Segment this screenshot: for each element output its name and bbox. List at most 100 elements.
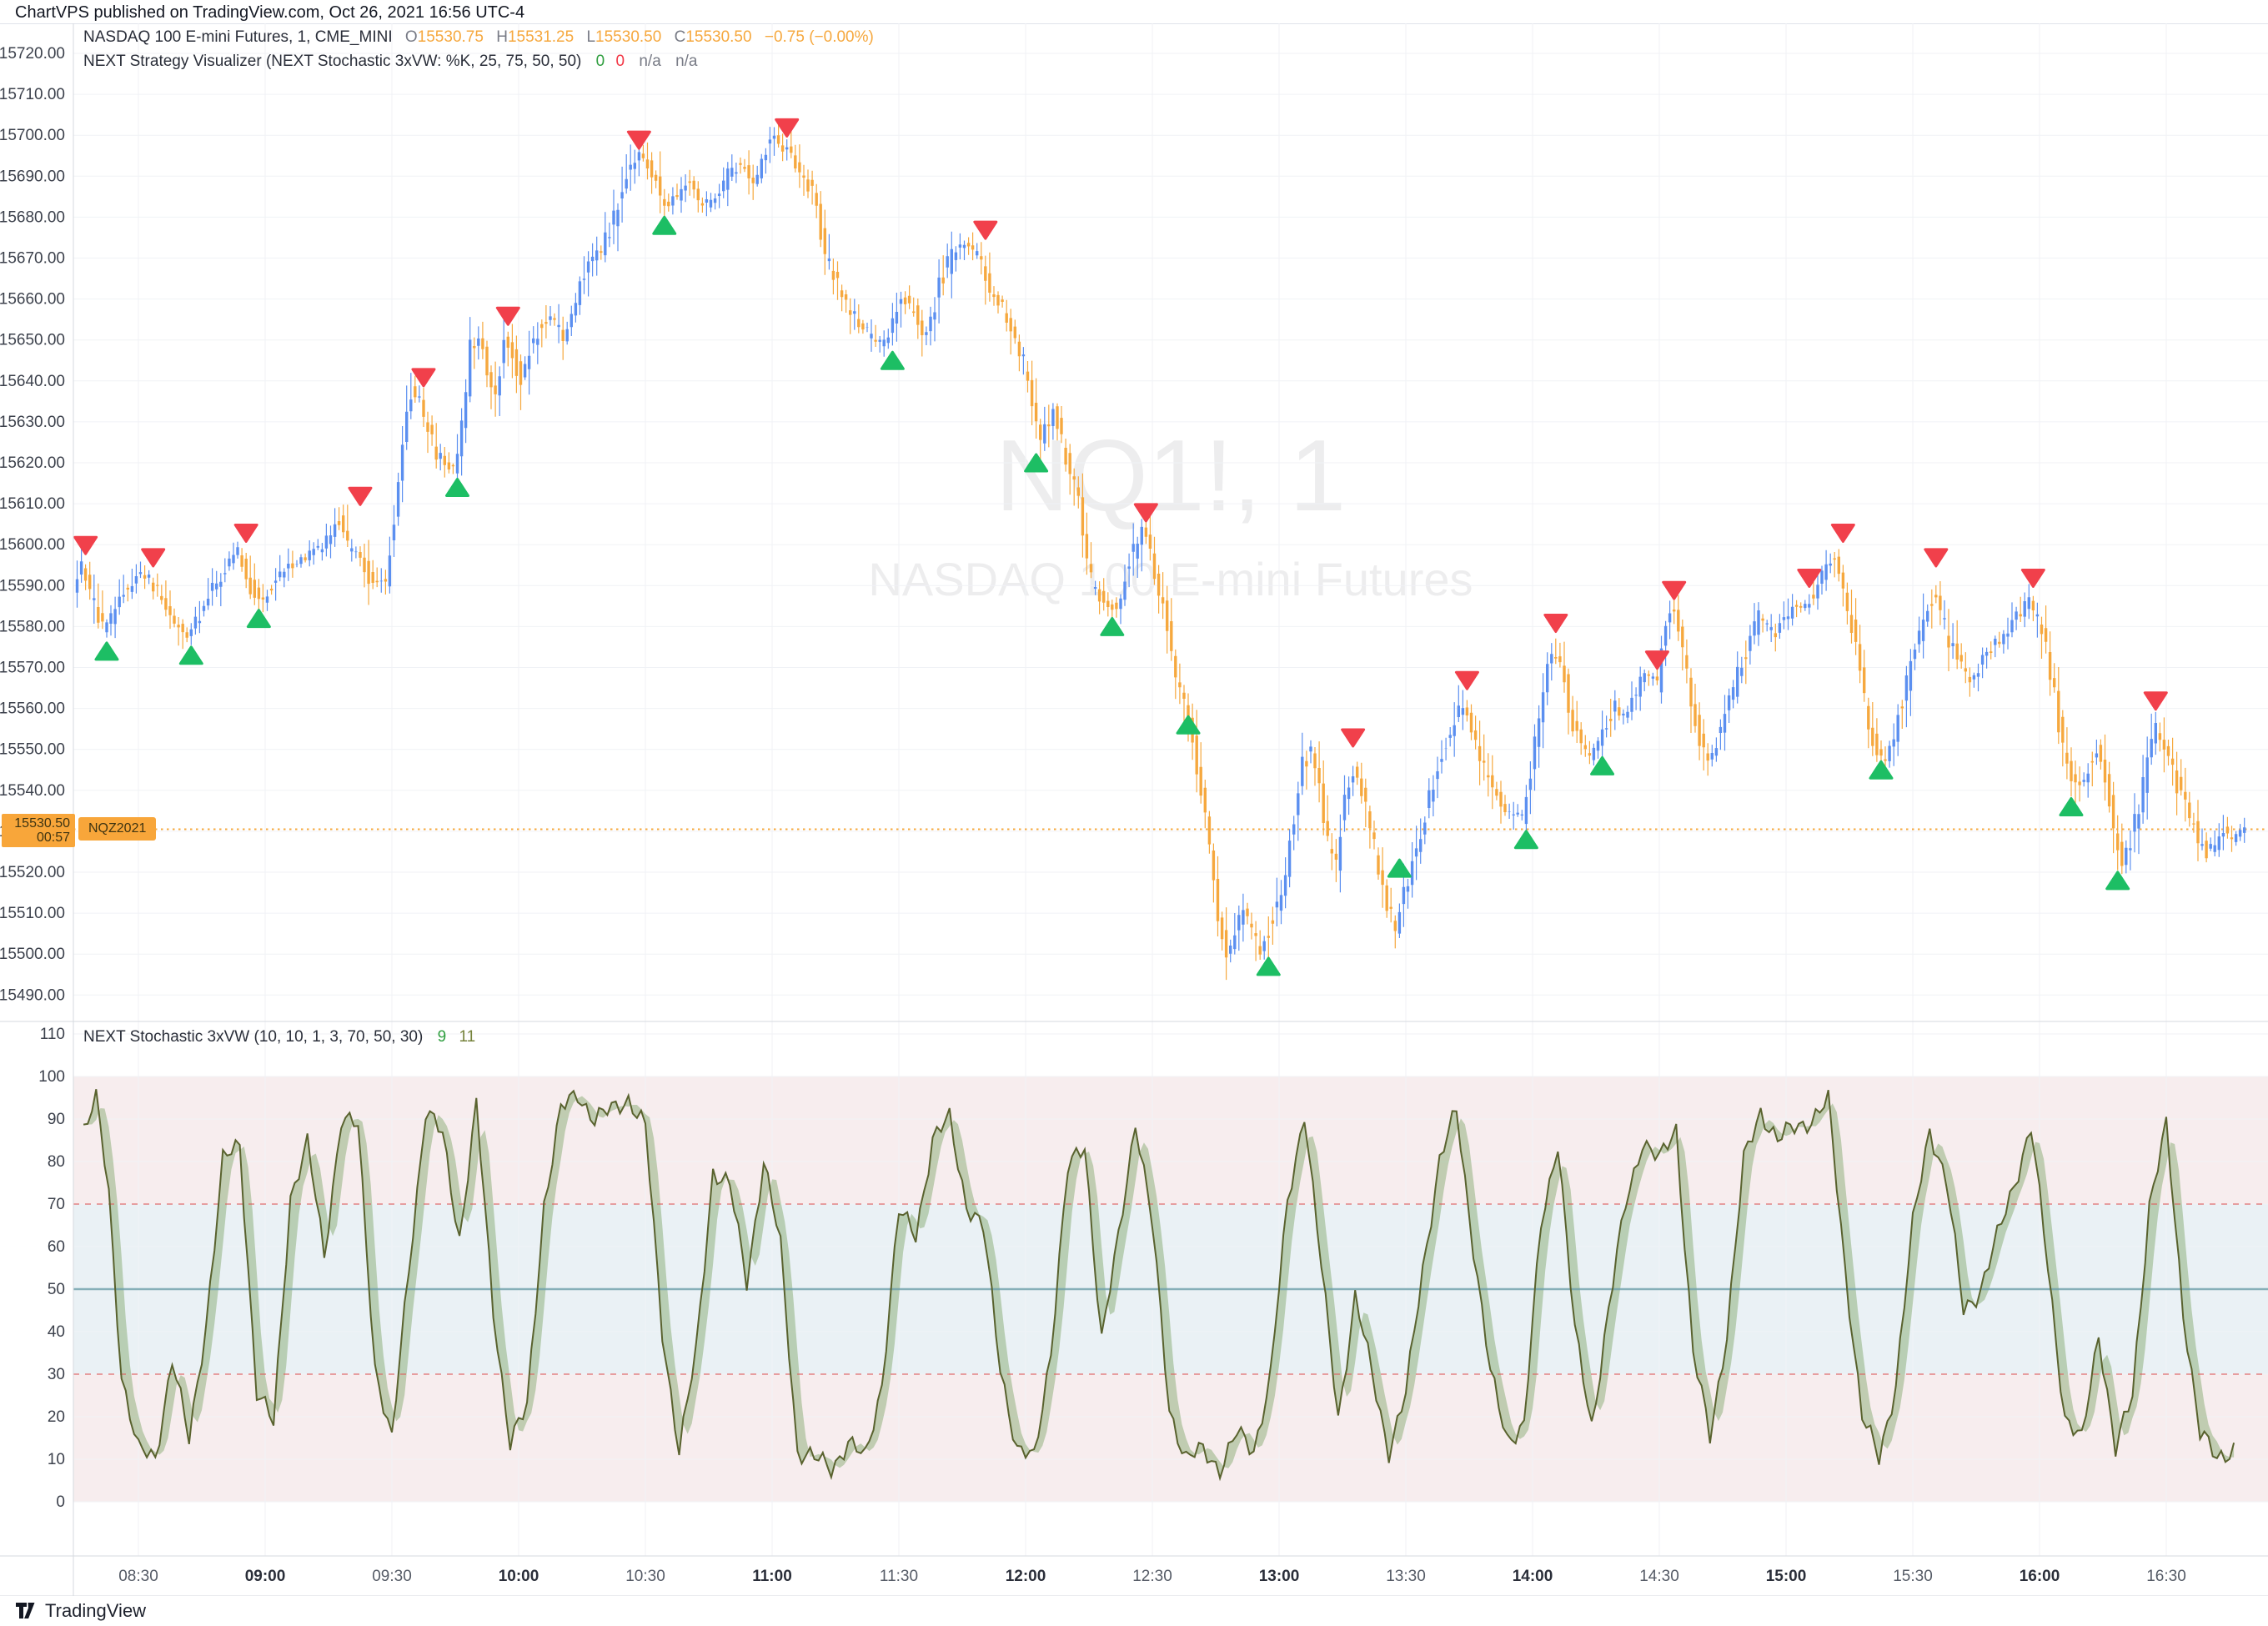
buy-signal-icon [94, 641, 119, 661]
price-tick-label: 15660.00 [0, 291, 65, 309]
last-price-value: 15530.50 [14, 816, 70, 831]
price-tick-label: 15700.00 [0, 127, 65, 144]
price-tick-label: 15580.00 [0, 618, 65, 635]
contract-tag: NQZ2021 [78, 817, 157, 841]
oscillator-tick-label: 70 [48, 1196, 65, 1213]
sell-signal-icon [775, 118, 800, 138]
sell-signal-icon [2020, 568, 2045, 588]
oscillator-tick-label: 110 [40, 1026, 65, 1043]
buy-signal-icon [1513, 830, 1538, 850]
price-tick-label: 15560.00 [0, 700, 65, 718]
time-tick-label: 13:00 [1259, 1568, 1300, 1585]
oscillator-tick-label: 90 [48, 1111, 65, 1128]
buy-signal-icon [1176, 715, 1201, 735]
time-tick-label: 11:30 [880, 1568, 918, 1585]
oscillator-tick-label: 100 [38, 1068, 65, 1086]
buy-signal-icon [652, 215, 677, 235]
oscillator-tick-label: 80 [48, 1153, 65, 1171]
sell-signal-icon [1662, 580, 1687, 600]
sell-signal-icon [1644, 650, 1669, 670]
oscillator-plot [73, 1089, 2268, 1482]
price-tick-label: 15670.00 [0, 250, 65, 268]
buy-signal-icon [880, 350, 905, 370]
open-value: 15530.75 [417, 28, 484, 46]
strategy-value-green: 0 [595, 53, 605, 70]
oscillator-tick-label: 40 [48, 1323, 65, 1341]
sell-signal-icon [1341, 728, 1366, 748]
time-tick-label: 12:00 [1006, 1568, 1046, 1585]
price-axis[interactable]: 15720.00 15710.00 15700.00 15690.00 15680.00… [0, 45, 65, 1004]
candles [75, 124, 2246, 981]
time-tick-label: 09:00 [245, 1568, 286, 1585]
price-tick-label: 15620.00 [0, 454, 65, 472]
sell-signal-icon [411, 368, 436, 388]
price-tick-label: 15720.00 [0, 45, 65, 63]
sell-signal-icon [1133, 503, 1158, 523]
price-tick-label: 15500.00 [0, 946, 65, 963]
sell-signal-icon [73, 535, 98, 555]
time-tick-label: 08:30 [118, 1568, 158, 1585]
strategy-na-1: n/a [639, 53, 661, 70]
time-tick-label: 12:30 [1132, 1568, 1172, 1585]
time-tick-label: 13:30 [1386, 1568, 1426, 1585]
price-tick-label: 15590.00 [0, 577, 65, 595]
time-tick-label: 10:00 [499, 1568, 539, 1585]
strategy-title: NEXT Strategy Visualizer (NEXT Stochasti… [83, 53, 582, 70]
time-tick-label: 14:00 [1513, 1568, 1553, 1585]
price-tick-label: 15650.00 [0, 332, 65, 349]
publish-info-text: ChartVPS published on TradingView.com, O… [15, 3, 525, 22]
price-tick-label: 15490.00 [0, 986, 65, 1004]
buy-signal-icon [1024, 453, 1049, 473]
close-label: C [674, 28, 686, 46]
high-label: H [496, 28, 508, 46]
oscillator-value-1: 9 [437, 1028, 447, 1046]
price-tick-label: 15600.00 [0, 536, 65, 554]
sell-signal-icon [1797, 568, 1822, 588]
strategy-legend: NEXT Strategy Visualizer (NEXT Stochasti… [83, 53, 697, 71]
high-value: 15531.25 [507, 28, 575, 46]
strategy-na-2: n/a [675, 53, 698, 70]
buy-signal-icon [1387, 858, 1412, 878]
price-tick-label: 15520.00 [0, 864, 65, 881]
time-tick-label: 16:30 [2146, 1568, 2186, 1585]
buy-signal-icon [445, 477, 469, 497]
time-tick-label: 14:30 [1639, 1568, 1679, 1585]
time-axis[interactable]: 08:30 09:00 09:30 10:00 10:30 11:00 11:30 12:00… [118, 1568, 2186, 1585]
main-series-legend: NASDAQ 100 E-mini Futures, 1, CME_MINI O… [83, 28, 874, 47]
symbol-title: NASDAQ 100 E-mini Futures, 1, CME_MINI [83, 28, 393, 46]
price-tick-label: 15710.00 [0, 86, 65, 103]
oscillator-tick-label: 20 [48, 1408, 65, 1426]
price-tick-label: 15630.00 [0, 414, 65, 431]
oscillator-tick-label: 10 [48, 1451, 65, 1468]
footer-bar: TradingView [0, 1596, 2268, 1626]
strategy-value-red: 0 [615, 53, 625, 70]
tradingview-logo[interactable]: TradingView [15, 1600, 146, 1622]
price-tick-label: 15570.00 [0, 660, 65, 677]
buy-signal-icon [1590, 755, 1615, 775]
price-tick-label: 15640.00 [0, 373, 65, 390]
oscillator-legend: NEXT Stochastic 3xVW (10, 10, 1, 3, 70, … [83, 1028, 475, 1046]
sell-signal-icon [348, 486, 373, 506]
open-label: O [404, 28, 418, 46]
sell-signal-icon [1454, 670, 1479, 690]
buy-signal-icon [1869, 760, 1894, 780]
trade-markers [73, 118, 2168, 976]
time-tick-label: 15:30 [1893, 1568, 1933, 1585]
time-tick-label: 15:00 [1766, 1568, 1807, 1585]
price-tick-label: 15540.00 [0, 782, 65, 800]
sell-signal-icon [1830, 523, 1855, 543]
oscillator-value-2: 11 [459, 1028, 476, 1046]
sell-signal-icon [495, 306, 520, 326]
price-tick-label: 15610.00 [0, 495, 65, 513]
sell-signal-icon [141, 548, 166, 568]
bar-countdown: 00:57 [36, 831, 70, 845]
time-tick-label: 09:30 [372, 1568, 412, 1585]
price-tick-label: 15680.00 [0, 208, 65, 226]
buy-signal-icon [2105, 871, 2130, 891]
price-tick-label: 15510.00 [0, 905, 65, 922]
grid-lines [73, 23, 2268, 1556]
buy-signal-icon [178, 645, 203, 665]
